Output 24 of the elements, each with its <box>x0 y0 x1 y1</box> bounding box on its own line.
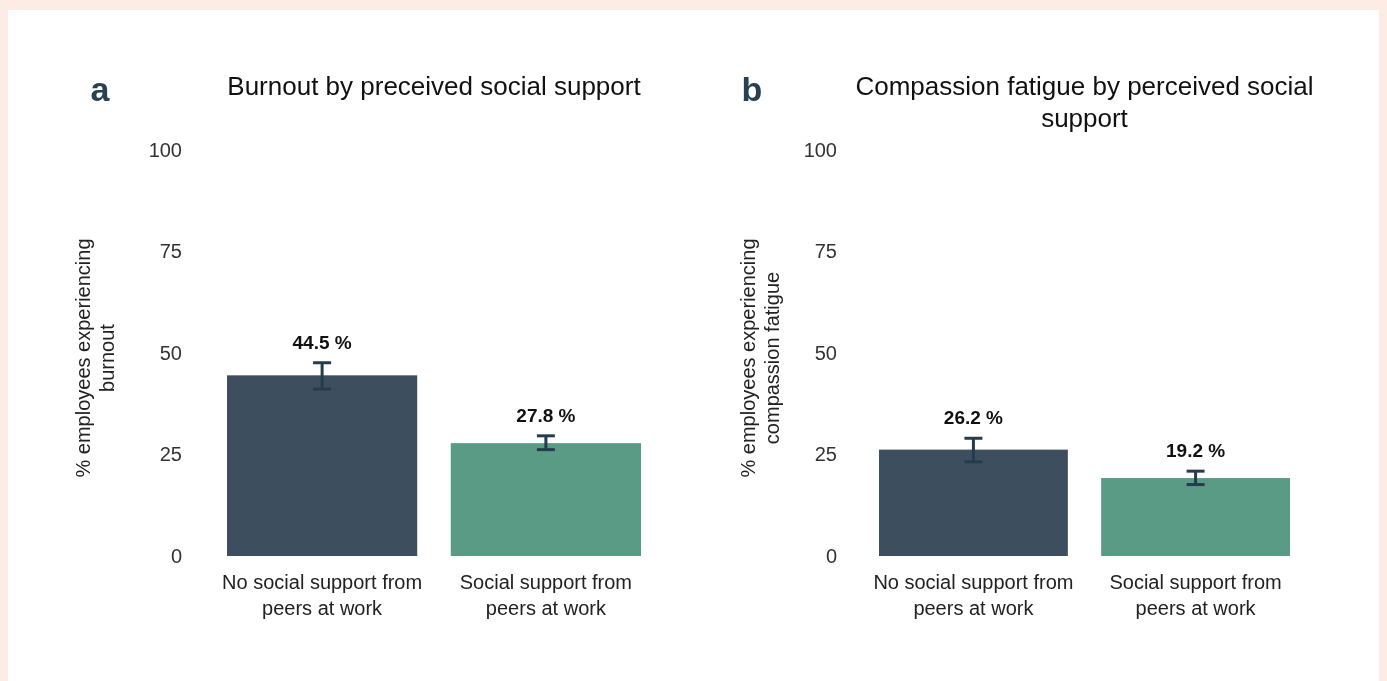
y-tick-label: 100 <box>148 138 182 161</box>
y-tick-label: 50 <box>814 341 837 364</box>
y-tick-label: 75 <box>814 240 837 263</box>
y-tick-label: 0 <box>170 544 182 567</box>
data-label: 19.2 % <box>1166 440 1226 462</box>
text: b <box>741 70 763 108</box>
x-tick-label: Social support from peers at work <box>459 571 633 619</box>
chart-title: Compassion fatigue by perceived social support <box>855 71 1314 133</box>
y-axis-title: % employees experiencing burnout <box>72 238 118 478</box>
x-tick-label: No social support from peers at work <box>222 571 423 619</box>
y-tick-label: 100 <box>803 138 837 161</box>
text: a <box>90 70 111 108</box>
data-label: 26.2 % <box>943 407 1004 429</box>
y-tick-label: 0 <box>825 544 837 567</box>
data-label: 44.5 % <box>292 331 352 353</box>
y-tick-label: 50 <box>159 341 182 364</box>
y-tick-label: 75 <box>159 240 182 263</box>
x-tick-label: No social support from peers at work <box>873 571 1074 619</box>
chart-title: Burnout by preceived social support <box>227 71 642 101</box>
data-label: 27.8 % <box>516 404 576 426</box>
y-tick-label: 25 <box>159 443 182 466</box>
y-tick-label: 25 <box>814 443 837 466</box>
y-axis-title: % employees experiencing compassion fatigue <box>737 238 783 478</box>
x-tick-label: Social support from peers at work <box>1109 571 1282 619</box>
